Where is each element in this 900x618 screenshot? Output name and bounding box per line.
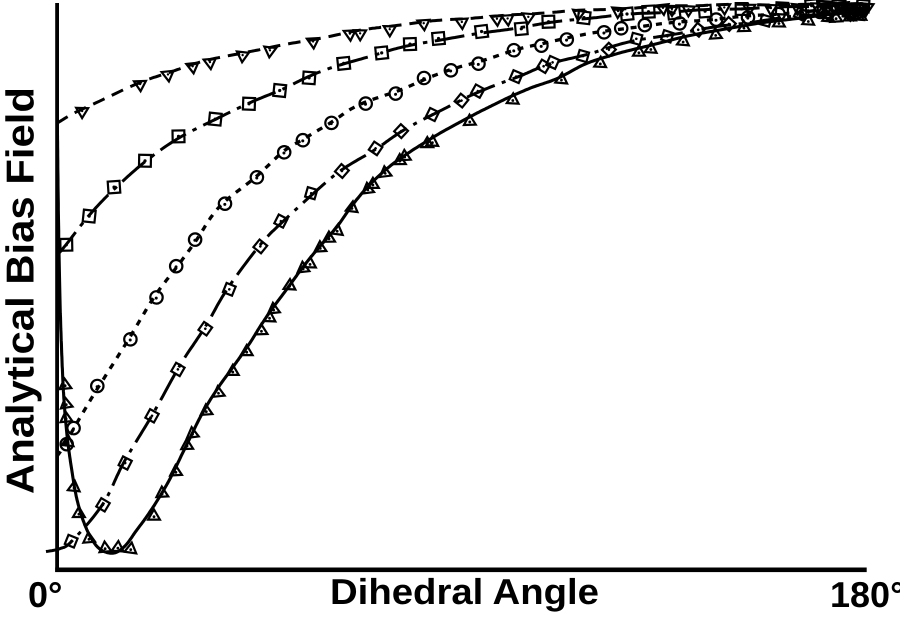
svg-text:180°: 180° xyxy=(830,574,900,615)
svg-text:Dihedral Angle: Dihedral Angle xyxy=(330,571,599,612)
svg-text:Analytical Bias Field: Analytical Bias Field xyxy=(0,87,43,494)
svg-text:0°: 0° xyxy=(28,574,62,615)
